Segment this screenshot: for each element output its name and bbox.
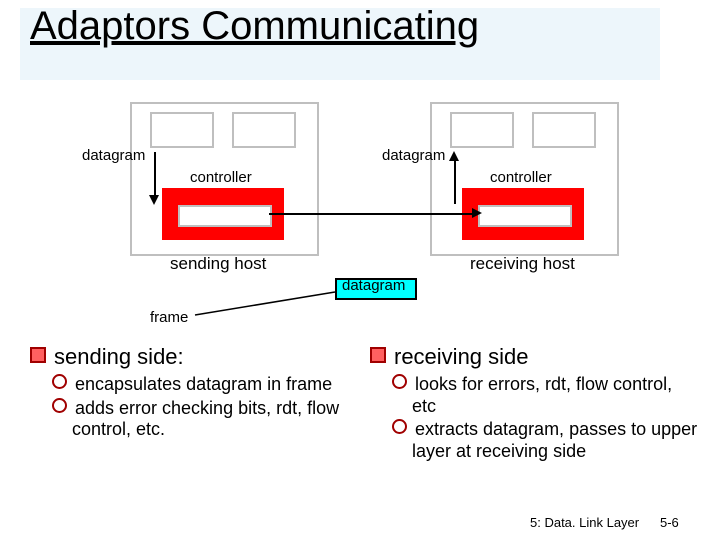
slide: Adaptors Communicating controller datagr… xyxy=(0,0,720,540)
receiving-controller-label: controller xyxy=(490,170,552,187)
sending-host-upper-right xyxy=(232,112,296,148)
sending-controller-label: controller xyxy=(190,170,252,187)
bullet-square-icon xyxy=(370,347,386,363)
bullet-circle-icon xyxy=(52,374,67,389)
datagram-pill-label: datagram xyxy=(342,278,405,295)
receiving-side-heading: receiving side xyxy=(370,344,700,370)
sending-datagram-label: datagram xyxy=(82,148,145,165)
bullet-circle-icon xyxy=(392,374,407,389)
sending-sub-1: encapsulates datagram in frame xyxy=(30,374,360,396)
receiving-host-upper-right xyxy=(532,112,596,148)
sending-side-col: sending side: encapsulates datagram in f… xyxy=(30,344,360,443)
footer-right: 5-6 xyxy=(660,515,679,530)
receiving-host-label: receiving host xyxy=(470,254,575,274)
frame-leader-line xyxy=(190,290,340,320)
receiving-side-col: receiving side looks for errors, rdt, fl… xyxy=(370,344,700,464)
frame-label: frame xyxy=(150,310,188,327)
bullet-circle-icon xyxy=(52,398,67,413)
receiving-host-upper-left xyxy=(450,112,514,148)
receiving-controller-slot xyxy=(478,205,572,227)
slide-title: Adaptors Communicating xyxy=(30,4,479,49)
sending-controller-slot xyxy=(178,205,272,227)
footer-left: 5: Data. Link Layer xyxy=(530,515,639,530)
arrow-right-up-head xyxy=(449,151,459,161)
receiving-sub-1: looks for errors, rdt, flow control, etc xyxy=(370,374,700,417)
sending-host-upper-left xyxy=(150,112,214,148)
link-arrow-head xyxy=(472,208,482,218)
sending-side-heading: sending side: xyxy=(30,344,360,370)
receiving-sub-2: extracts datagram, passes to upper layer… xyxy=(370,419,700,462)
link-line xyxy=(269,213,474,215)
sending-sub-2: adds error checking bits, rdt, flow cont… xyxy=(30,398,360,441)
receiving-datagram-label: datagram xyxy=(382,148,445,165)
sending-host-label: sending host xyxy=(170,254,266,274)
arrow-left-down-head xyxy=(149,195,159,205)
bullet-circle-icon xyxy=(392,419,407,434)
bullet-square-icon xyxy=(30,347,46,363)
arrow-right-up-line xyxy=(454,160,456,204)
arrow-left-down-line xyxy=(154,152,156,196)
